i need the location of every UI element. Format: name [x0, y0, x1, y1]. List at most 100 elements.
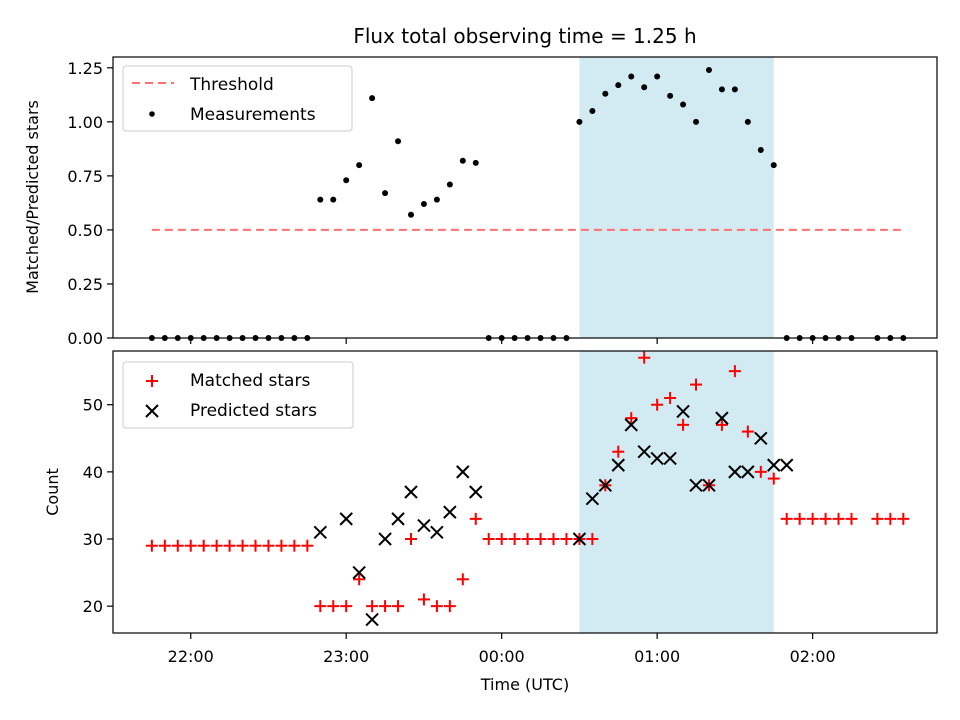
- top-y-tick-label: 0.00: [67, 329, 103, 348]
- x-tick-label: 22:00: [168, 647, 214, 666]
- bottom-x-ticks: 22:00 23:00 00:00 01:00 02:00: [168, 633, 836, 666]
- legend-measurements-label: Measurements: [190, 105, 316, 125]
- matched-star-point: [456, 573, 469, 586]
- predicted-star-point: [637, 445, 651, 459]
- matched-star-point: [495, 533, 508, 545]
- legend-measurements-swatch: [149, 111, 155, 117]
- matched-star-point: [547, 533, 560, 545]
- matched-star-point: [845, 512, 858, 525]
- matched-star-point: [262, 539, 275, 552]
- measurement-point: [446, 181, 453, 188]
- predicted-star-point: [715, 411, 729, 425]
- x-tick-label: 02:00: [790, 647, 836, 666]
- top-axes-frame: [112, 56, 938, 339]
- matched-star-point: [314, 600, 327, 613]
- matched-star-point: [288, 539, 301, 552]
- measurement-point: [731, 86, 738, 93]
- matched-star-point: [586, 533, 599, 545]
- legend-predicted-label: Predicted stars: [190, 401, 317, 421]
- matched-star-point: [379, 600, 392, 613]
- predicted-star-point: [663, 451, 677, 466]
- measurement-point: [356, 162, 363, 169]
- matched-star-point: [210, 539, 223, 552]
- matched-star-point: [184, 539, 197, 552]
- measurement-point: [330, 196, 337, 203]
- top-y-tick-label: 1.25: [67, 59, 103, 78]
- matched-star-point: [171, 539, 184, 552]
- measurement-point: [693, 118, 700, 125]
- matched-star-point: [301, 539, 314, 552]
- measurement-point: [395, 138, 402, 145]
- predicted-star-point: [456, 465, 470, 479]
- measurement-point: [472, 159, 479, 166]
- matched-star-point: [793, 512, 806, 525]
- top-legend: Threshold Measurements: [122, 65, 353, 132]
- matched-star-point: [223, 539, 236, 552]
- matched-star-point: [145, 539, 158, 552]
- matched-star-point: [158, 539, 171, 552]
- predicted-star-point: [702, 478, 716, 492]
- predicted-star-point: [404, 485, 418, 499]
- legend-threshold-label: Threshold: [189, 75, 274, 95]
- measurement-point: [459, 157, 466, 164]
- bottom-y-axis-label: Count: [43, 468, 62, 516]
- matched-star-point: [871, 512, 884, 525]
- predicted-star-point: [611, 458, 625, 472]
- matched-star-point: [664, 392, 677, 404]
- measurement-point: [343, 177, 350, 184]
- measurement-point: [407, 211, 414, 218]
- predicted-star-point: [417, 518, 431, 533]
- measurement-point: [770, 162, 777, 169]
- matched-star-point: [884, 512, 897, 525]
- matched-star-point: [754, 465, 767, 478]
- predicted-star-point: [572, 532, 587, 546]
- predicted-star-point: [754, 431, 768, 445]
- predicted-star-point: [443, 505, 457, 519]
- top-highlight-span: [579, 57, 774, 338]
- legend-predicted-swatch: [145, 404, 159, 418]
- matched-star-point: [690, 378, 703, 391]
- measurement-point: [576, 118, 583, 125]
- x-axis-label: Time (UTC): [480, 675, 569, 694]
- matched-star-point: [366, 600, 379, 613]
- predicted-star-point: [469, 485, 483, 499]
- matched-star-point: [638, 351, 651, 364]
- bottom-panel: 20 30 40 50 22:00 23:00 00:00 01:00 02:00 Count…: [43, 350, 938, 694]
- predicted-star-point: [689, 478, 703, 492]
- matched-star-point: [404, 533, 417, 545]
- predicted-star-point: [767, 458, 781, 472]
- matched-star-point: [715, 418, 728, 431]
- predicted-star-point: [676, 404, 690, 419]
- x-tick-label: 23:00: [323, 647, 369, 666]
- matched-star-point: [521, 533, 534, 545]
- matched-star-point: [327, 600, 340, 613]
- predicted-star-point: [741, 465, 755, 479]
- predicted-star-point: [313, 525, 328, 539]
- top-y-axis-label: Matched/Predicted stars: [23, 100, 42, 294]
- matched-star-point: [430, 600, 443, 613]
- matched-star-point: [340, 600, 353, 613]
- predicted-star-point: [780, 458, 794, 472]
- measurement-point: [667, 92, 674, 99]
- matched-star-point: [832, 512, 845, 525]
- measurement-point: [641, 84, 648, 91]
- predicted-star-point: [585, 492, 600, 506]
- matched-star-point: [482, 533, 495, 545]
- bottom-y-ticks: 20 30 40 50: [83, 396, 113, 616]
- measurement-point: [420, 200, 427, 207]
- chart-title: Flux total observing time = 1.25 h: [353, 24, 696, 48]
- top-y-tick-label: 0.25: [67, 275, 103, 294]
- matched-star-point: [249, 539, 262, 552]
- measurement-point: [718, 86, 725, 93]
- matched-star-point: [560, 533, 573, 545]
- bottom-y-tick-label: 30: [83, 530, 103, 549]
- top-legend-box: [122, 65, 353, 132]
- x-tick-label: 00:00: [479, 647, 525, 666]
- predicted-star-point: [352, 565, 366, 580]
- matched-star-point: [806, 512, 819, 525]
- predicted-star-point: [391, 512, 405, 526]
- matched-stars-series: [145, 351, 910, 613]
- matched-star-point: [392, 600, 405, 613]
- predicted-star-point: [365, 612, 379, 627]
